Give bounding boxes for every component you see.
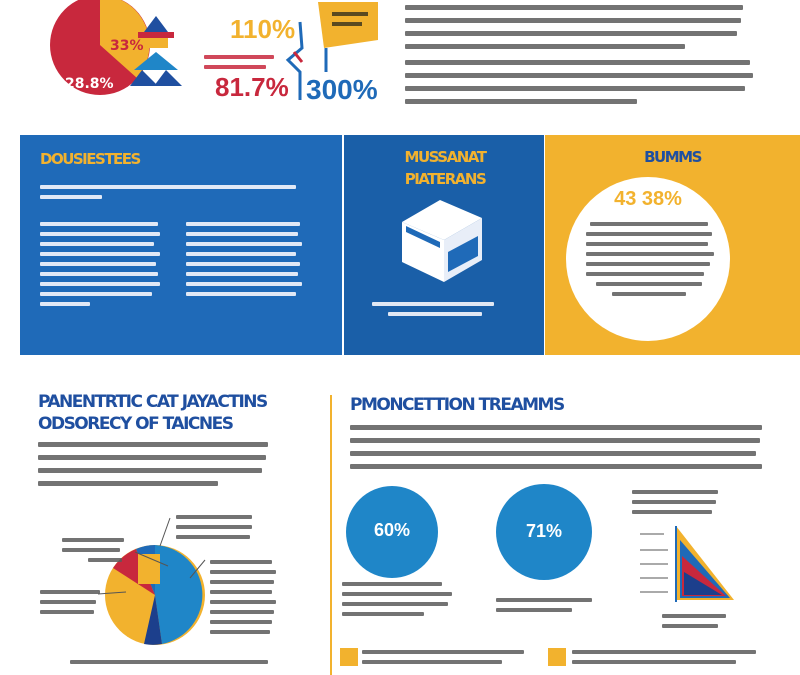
stat-circle-60-label: 60% xyxy=(373,520,411,540)
panel-right-circle-text xyxy=(586,222,716,302)
panel-left-col-1 xyxy=(40,222,165,312)
triangle-chart xyxy=(640,526,734,602)
stat-300: 300% xyxy=(306,74,378,105)
panel-middle-title-2: PIATERANS xyxy=(404,170,487,188)
pie-callout-3 xyxy=(210,560,280,640)
lower-left-footer xyxy=(70,660,270,670)
lower-right-paragraph xyxy=(350,425,765,477)
stat-circle-71-label: 71% xyxy=(525,521,563,541)
top-red-caption xyxy=(204,55,282,75)
top-pie-chart: 33% 28.8% xyxy=(50,0,150,95)
pie-callout-2 xyxy=(62,538,132,568)
top-right-paragraph-1 xyxy=(405,5,745,57)
lower-pie-slice-blue xyxy=(155,545,203,644)
triangle-chart-caption xyxy=(662,614,732,634)
panel-right-stat: 43 38% xyxy=(614,188,682,210)
lower-left-paragraph xyxy=(38,442,273,494)
lower-pie-chart xyxy=(105,545,205,645)
panel-right-title: BUMMS xyxy=(644,148,702,166)
legend-text-1 xyxy=(362,650,532,670)
legend-square-2 xyxy=(548,648,566,666)
panel-left-col-2 xyxy=(186,222,306,302)
stat-circle-71-caption xyxy=(496,598,596,618)
top-right-paragraph-2 xyxy=(405,60,755,112)
temple-icon xyxy=(130,16,182,86)
pie-callout-1 xyxy=(176,515,256,545)
stat-circle-60 xyxy=(346,486,438,578)
lower-left-title-1: PANENTRTIC CAT JAYACTINS xyxy=(38,392,268,412)
panel-right-circle xyxy=(566,177,730,341)
pie-callout-4 xyxy=(40,590,104,620)
vertical-divider xyxy=(330,395,332,675)
legend-text-2 xyxy=(572,650,772,670)
panel-left-intro xyxy=(40,185,300,205)
box-icon xyxy=(402,200,482,282)
triangle-chart-labels-top xyxy=(632,490,722,520)
lower-pie-slice-navy xyxy=(144,595,162,645)
legend-square-1 xyxy=(340,648,358,666)
stat-110: 110% xyxy=(230,14,296,44)
panel-middle-caption xyxy=(372,302,502,322)
top-pie-slice-yellow xyxy=(100,0,150,78)
stat-81: 81.7% xyxy=(215,72,289,102)
top-pie-label-a: 33% xyxy=(110,38,144,54)
lower-left-title-2: ODSORECY OF TAICNES xyxy=(38,414,234,434)
stat-circle-60-caption xyxy=(342,582,457,622)
tag-arrow-graphic xyxy=(285,2,378,100)
top-pie-label-b: 28.8% xyxy=(65,76,114,92)
lower-pie-leaders xyxy=(97,517,206,595)
panel-middle-title-1: MUSSANAT xyxy=(404,148,487,166)
stat-circle-71 xyxy=(496,484,592,580)
lower-right-title: PMONCETTION TREAMMS xyxy=(350,395,565,415)
panel-left-title: DOUSIESTEES xyxy=(40,150,141,168)
